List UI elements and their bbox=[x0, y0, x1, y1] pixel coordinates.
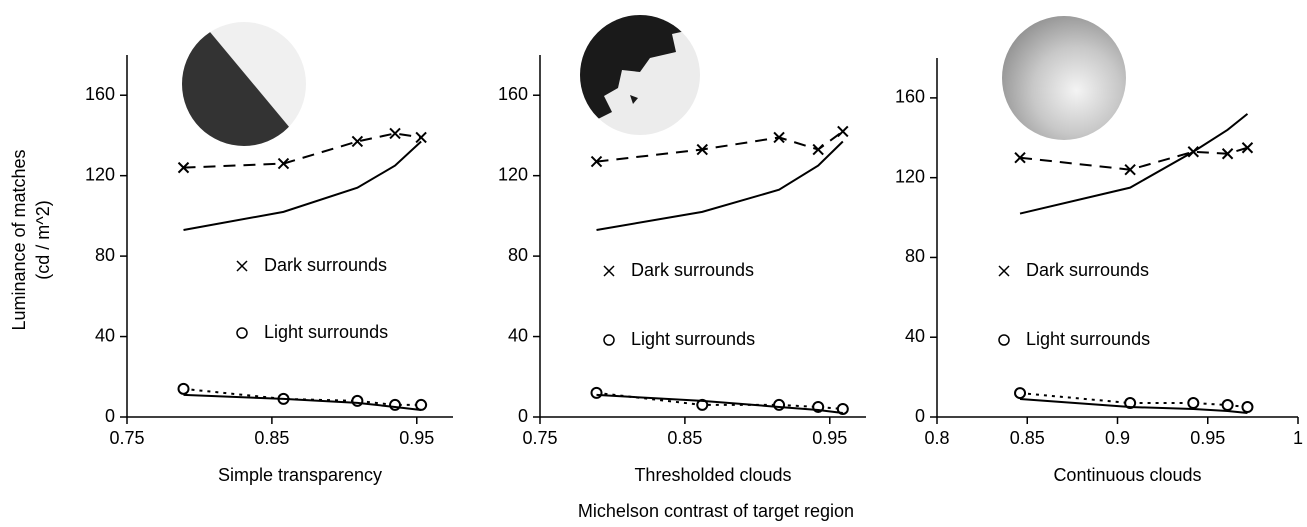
y-tick-label: 160 bbox=[498, 84, 528, 104]
o-marker bbox=[1014, 387, 1027, 400]
legend-label: Dark surrounds bbox=[264, 255, 387, 275]
series-line bbox=[596, 130, 844, 163]
o-marker bbox=[603, 334, 615, 346]
x-marker bbox=[696, 143, 708, 156]
x-marker bbox=[1241, 142, 1254, 154]
x-marker bbox=[277, 157, 290, 170]
x-marker bbox=[773, 131, 785, 144]
y-tick-label: 120 bbox=[85, 164, 115, 184]
x-marker bbox=[1124, 163, 1136, 176]
o-marker bbox=[773, 398, 786, 411]
x-tick-label: 0.85 bbox=[254, 428, 289, 448]
o-marker bbox=[1241, 401, 1254, 414]
series-line bbox=[596, 140, 844, 231]
o-marker bbox=[389, 398, 402, 411]
x-marker bbox=[812, 143, 824, 156]
x-tick-label: 0.9 bbox=[1105, 428, 1130, 448]
y-tick-label: 40 bbox=[95, 325, 115, 345]
x-tick-label: 0.8 bbox=[924, 428, 949, 448]
legend-label: Light surrounds bbox=[631, 329, 755, 349]
series-line bbox=[1019, 113, 1249, 215]
series-line bbox=[596, 393, 843, 414]
y-tick-label: 80 bbox=[95, 245, 115, 265]
x-marker bbox=[177, 161, 190, 174]
y-tick-label: 0 bbox=[105, 406, 115, 426]
x-tick-label: 0.85 bbox=[667, 428, 702, 448]
x-marker bbox=[998, 265, 1010, 277]
o-marker bbox=[836, 402, 849, 415]
o-marker bbox=[1124, 397, 1137, 410]
x-marker bbox=[415, 131, 427, 144]
x-marker bbox=[351, 135, 364, 148]
legend-label: Dark surrounds bbox=[1026, 260, 1149, 280]
series-line bbox=[183, 140, 422, 231]
o-marker bbox=[1187, 397, 1200, 410]
x-marker bbox=[590, 155, 603, 168]
stimulus-image bbox=[1002, 16, 1126, 140]
series-line bbox=[1019, 392, 1248, 409]
y-tick-label: 160 bbox=[895, 87, 925, 107]
x-marker bbox=[1221, 148, 1234, 160]
y-tick-label: 80 bbox=[508, 245, 528, 265]
x-marker bbox=[603, 265, 615, 277]
x-tick-label: 0.75 bbox=[109, 428, 144, 448]
y-tick-label: 0 bbox=[915, 406, 925, 426]
y-tick-label: 40 bbox=[508, 325, 528, 345]
x-tick-label: 0.75 bbox=[522, 428, 557, 448]
x-marker bbox=[236, 260, 248, 272]
y-tick-label: 120 bbox=[895, 166, 925, 186]
series-line bbox=[183, 393, 422, 411]
y-tick-label: 0 bbox=[518, 406, 528, 426]
y-axis-label: Luminance of matches bbox=[9, 149, 29, 330]
legend-label: Dark surrounds bbox=[631, 260, 754, 280]
panel-label: Simple transparency bbox=[218, 465, 382, 485]
series-line bbox=[596, 391, 843, 410]
x-tick-label: 0.95 bbox=[399, 428, 434, 448]
stimulus-image bbox=[580, 15, 700, 135]
y-tick-label: 160 bbox=[85, 84, 115, 104]
legend-label: Light surrounds bbox=[1026, 329, 1150, 349]
panel-label: Thresholded clouds bbox=[634, 465, 791, 485]
legend-label: Light surrounds bbox=[264, 322, 388, 342]
y-axis-label: (cd / m^2) bbox=[33, 200, 53, 279]
x-marker bbox=[837, 125, 849, 138]
x-tick-label: 1 bbox=[1293, 428, 1303, 448]
x-tick-label: 0.95 bbox=[812, 428, 847, 448]
y-tick-label: 40 bbox=[905, 326, 925, 346]
o-marker bbox=[236, 327, 248, 339]
o-marker bbox=[998, 334, 1010, 346]
stimulus-image bbox=[182, 22, 306, 146]
x-marker bbox=[389, 127, 401, 140]
series-line bbox=[183, 132, 422, 169]
panel-label: Continuous clouds bbox=[1053, 465, 1201, 485]
x-marker bbox=[1014, 152, 1026, 164]
x-axis-label: Michelson contrast of target region bbox=[578, 501, 854, 521]
o-marker bbox=[1221, 399, 1234, 412]
y-tick-label: 120 bbox=[498, 164, 528, 184]
series-line bbox=[1019, 398, 1248, 415]
series-line bbox=[183, 387, 422, 406]
x-tick-label: 0.85 bbox=[1010, 428, 1045, 448]
o-marker bbox=[351, 394, 364, 407]
o-marker bbox=[590, 386, 603, 399]
x-tick-label: 0.95 bbox=[1190, 428, 1225, 448]
o-marker bbox=[177, 382, 190, 395]
y-tick-label: 80 bbox=[905, 246, 925, 266]
o-marker bbox=[415, 398, 428, 411]
